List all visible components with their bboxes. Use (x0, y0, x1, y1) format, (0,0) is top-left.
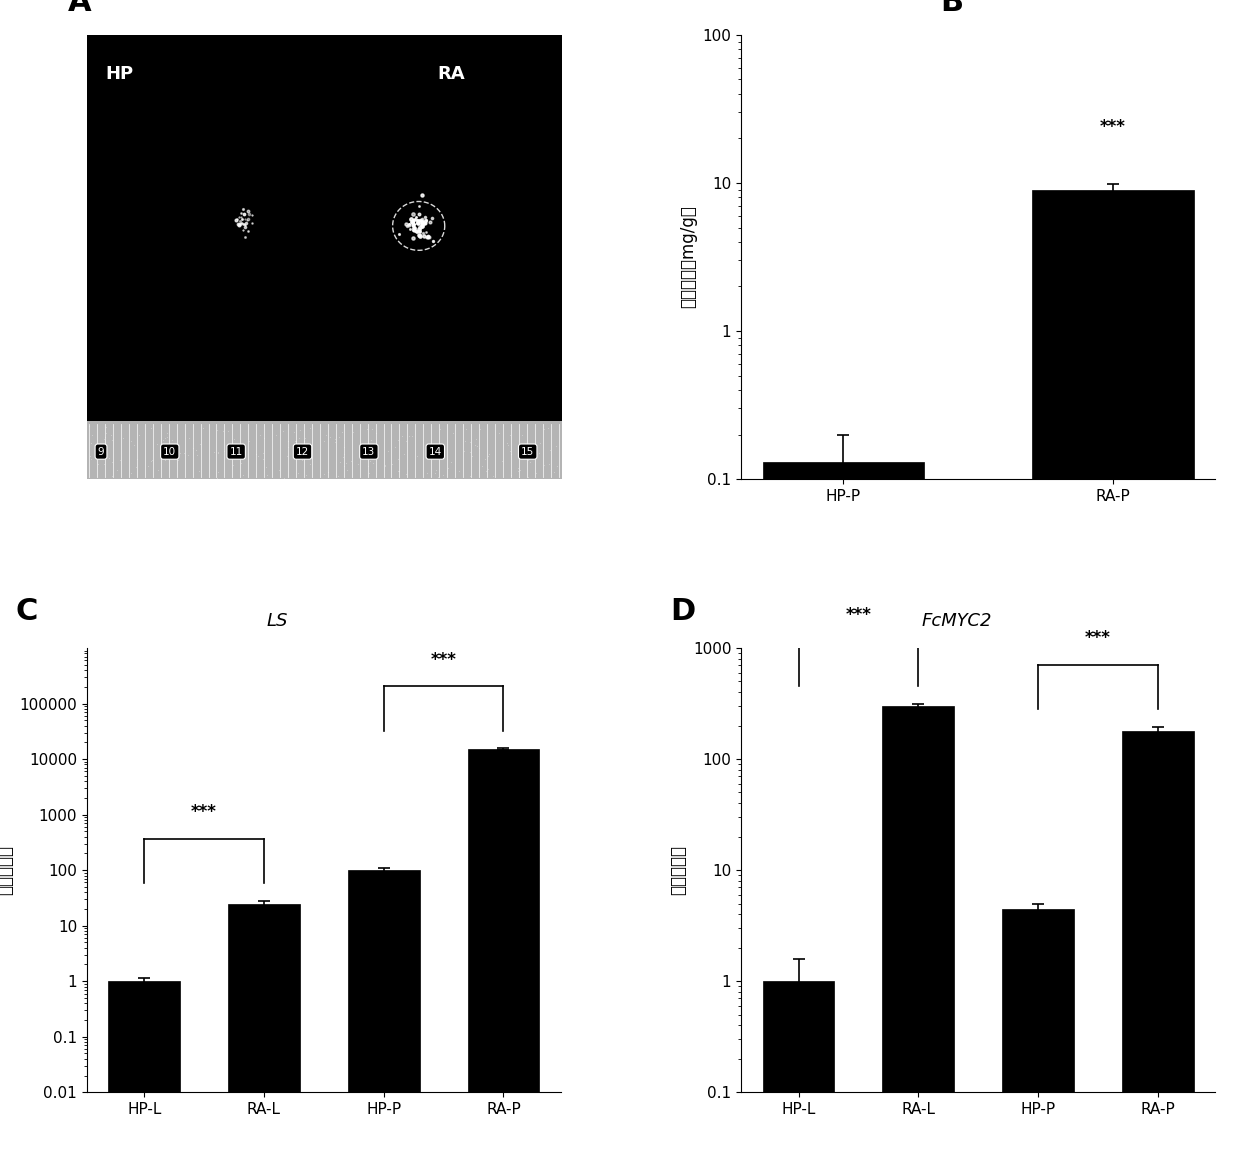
Text: ***: *** (1100, 119, 1126, 136)
Text: 12: 12 (296, 446, 309, 457)
Text: RA: RA (438, 65, 465, 84)
Text: ***: *** (846, 605, 872, 624)
Bar (763, 462, 924, 1162)
Y-axis label: 相对表达量: 相对表达量 (670, 845, 687, 895)
Text: ***: *** (430, 651, 456, 668)
Text: B: B (940, 0, 963, 17)
Text: A: A (68, 0, 92, 17)
Y-axis label: 相对表达量: 相对表达量 (0, 845, 14, 895)
Text: 13: 13 (362, 446, 376, 457)
Text: FcMYC2: FcMYC2 (921, 612, 992, 630)
Bar (883, 706, 955, 1162)
Text: ***: *** (191, 803, 217, 820)
Bar (1002, 909, 1074, 1162)
Bar (347, 870, 419, 1162)
Text: LS: LS (267, 612, 289, 630)
Text: ***: *** (1085, 629, 1111, 647)
Bar (228, 904, 300, 1162)
Text: HP: HP (105, 65, 134, 84)
Text: 10: 10 (164, 446, 176, 457)
Text: 11: 11 (229, 446, 243, 457)
Text: 14: 14 (429, 446, 441, 457)
Text: D: D (670, 597, 696, 626)
Text: 15: 15 (521, 446, 534, 457)
Bar (1032, 189, 1194, 1162)
Bar (108, 981, 180, 1162)
Y-axis label: 精油含量（mg/g）: 精油含量（mg/g） (680, 206, 697, 308)
Bar (1122, 731, 1194, 1162)
Text: 9: 9 (98, 446, 104, 457)
Text: C: C (16, 597, 38, 626)
Bar (467, 749, 539, 1162)
Bar (763, 981, 835, 1162)
